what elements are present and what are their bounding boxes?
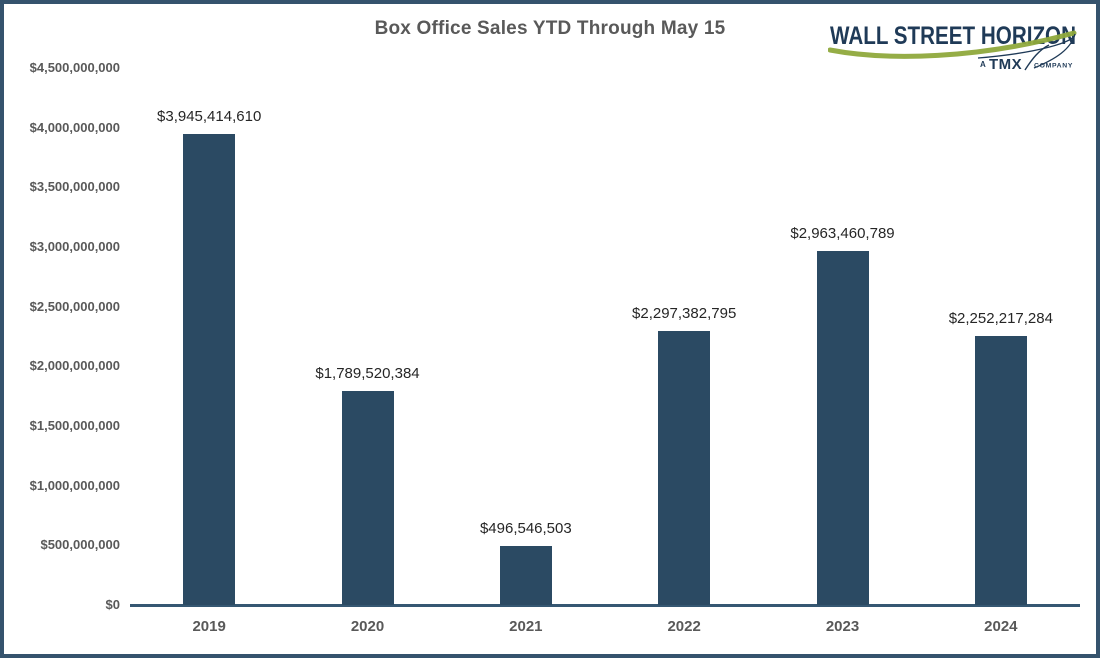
bar xyxy=(341,391,394,605)
y-axis-tick-label: $0 xyxy=(105,597,120,612)
x-axis-category-label: 2023 xyxy=(825,618,860,635)
x-axis-category-label: 2019 xyxy=(192,618,226,635)
logo-swoosh-tail-icon xyxy=(977,33,1076,69)
y-axis-tick-label: $1,000,000,000 xyxy=(29,477,120,493)
logo-tagline-brand: TMX xyxy=(989,56,1022,73)
y-axis-tick-label: $4,500,000,000 xyxy=(29,60,120,75)
bar-value-label: $2,297,382,795 xyxy=(632,304,737,322)
plot-area: $0 $500,000,000 $1,000,000,000 $1,500,000,0… xyxy=(4,4,1096,654)
bar xyxy=(183,134,236,605)
bar-value-label: $2,252,217,284 xyxy=(948,310,1053,328)
bar-value-label: $1,789,520,384 xyxy=(315,365,420,383)
chart-title: Box Office Sales YTD Through May 15 xyxy=(374,18,726,39)
y-axis-tick-label: $4,000,000,000 xyxy=(29,119,120,135)
bar-value-label: $496,546,503 xyxy=(479,519,572,537)
y-axis-tick-label: $1,500,000,000 xyxy=(29,418,120,433)
x-axis-category-label: 2021 xyxy=(509,618,543,635)
bar xyxy=(499,545,552,605)
x-axis-category-label: 2022 xyxy=(667,618,701,635)
bar-value-label: $3,945,414,610 xyxy=(157,108,262,126)
y-axis-tick-label: $500,000,000 xyxy=(40,537,120,553)
tmx-x-swoosh-icon xyxy=(1024,44,1050,71)
x-axis-category-label: 2024 xyxy=(984,618,1018,635)
bar xyxy=(816,251,869,605)
wall-street-horizon-logo: WALL STREET HORIZON A TMX COMPANY xyxy=(828,22,1077,73)
logo-wordmark: WALL STREET HORIZON xyxy=(830,22,1076,50)
y-axis-tick-label: $3,500,000,000 xyxy=(29,179,120,195)
logo-green-swoosh-icon xyxy=(828,30,1077,59)
y-axis-tick-label: $2,500,000,000 xyxy=(29,298,120,314)
y-axis-tick-label: $3,000,000,000 xyxy=(29,239,120,254)
bar xyxy=(658,330,711,605)
x-axis-line xyxy=(130,604,1080,607)
bar xyxy=(974,336,1027,605)
logo-tagline-prefix: A xyxy=(980,60,986,69)
bar-value-label: $2,963,460,789 xyxy=(790,225,895,243)
logo-tagline-suffix: COMPANY xyxy=(1034,63,1073,70)
y-axis-tick-label: $2,000,000,000 xyxy=(29,358,120,374)
x-axis-category-label: 2020 xyxy=(350,618,385,635)
